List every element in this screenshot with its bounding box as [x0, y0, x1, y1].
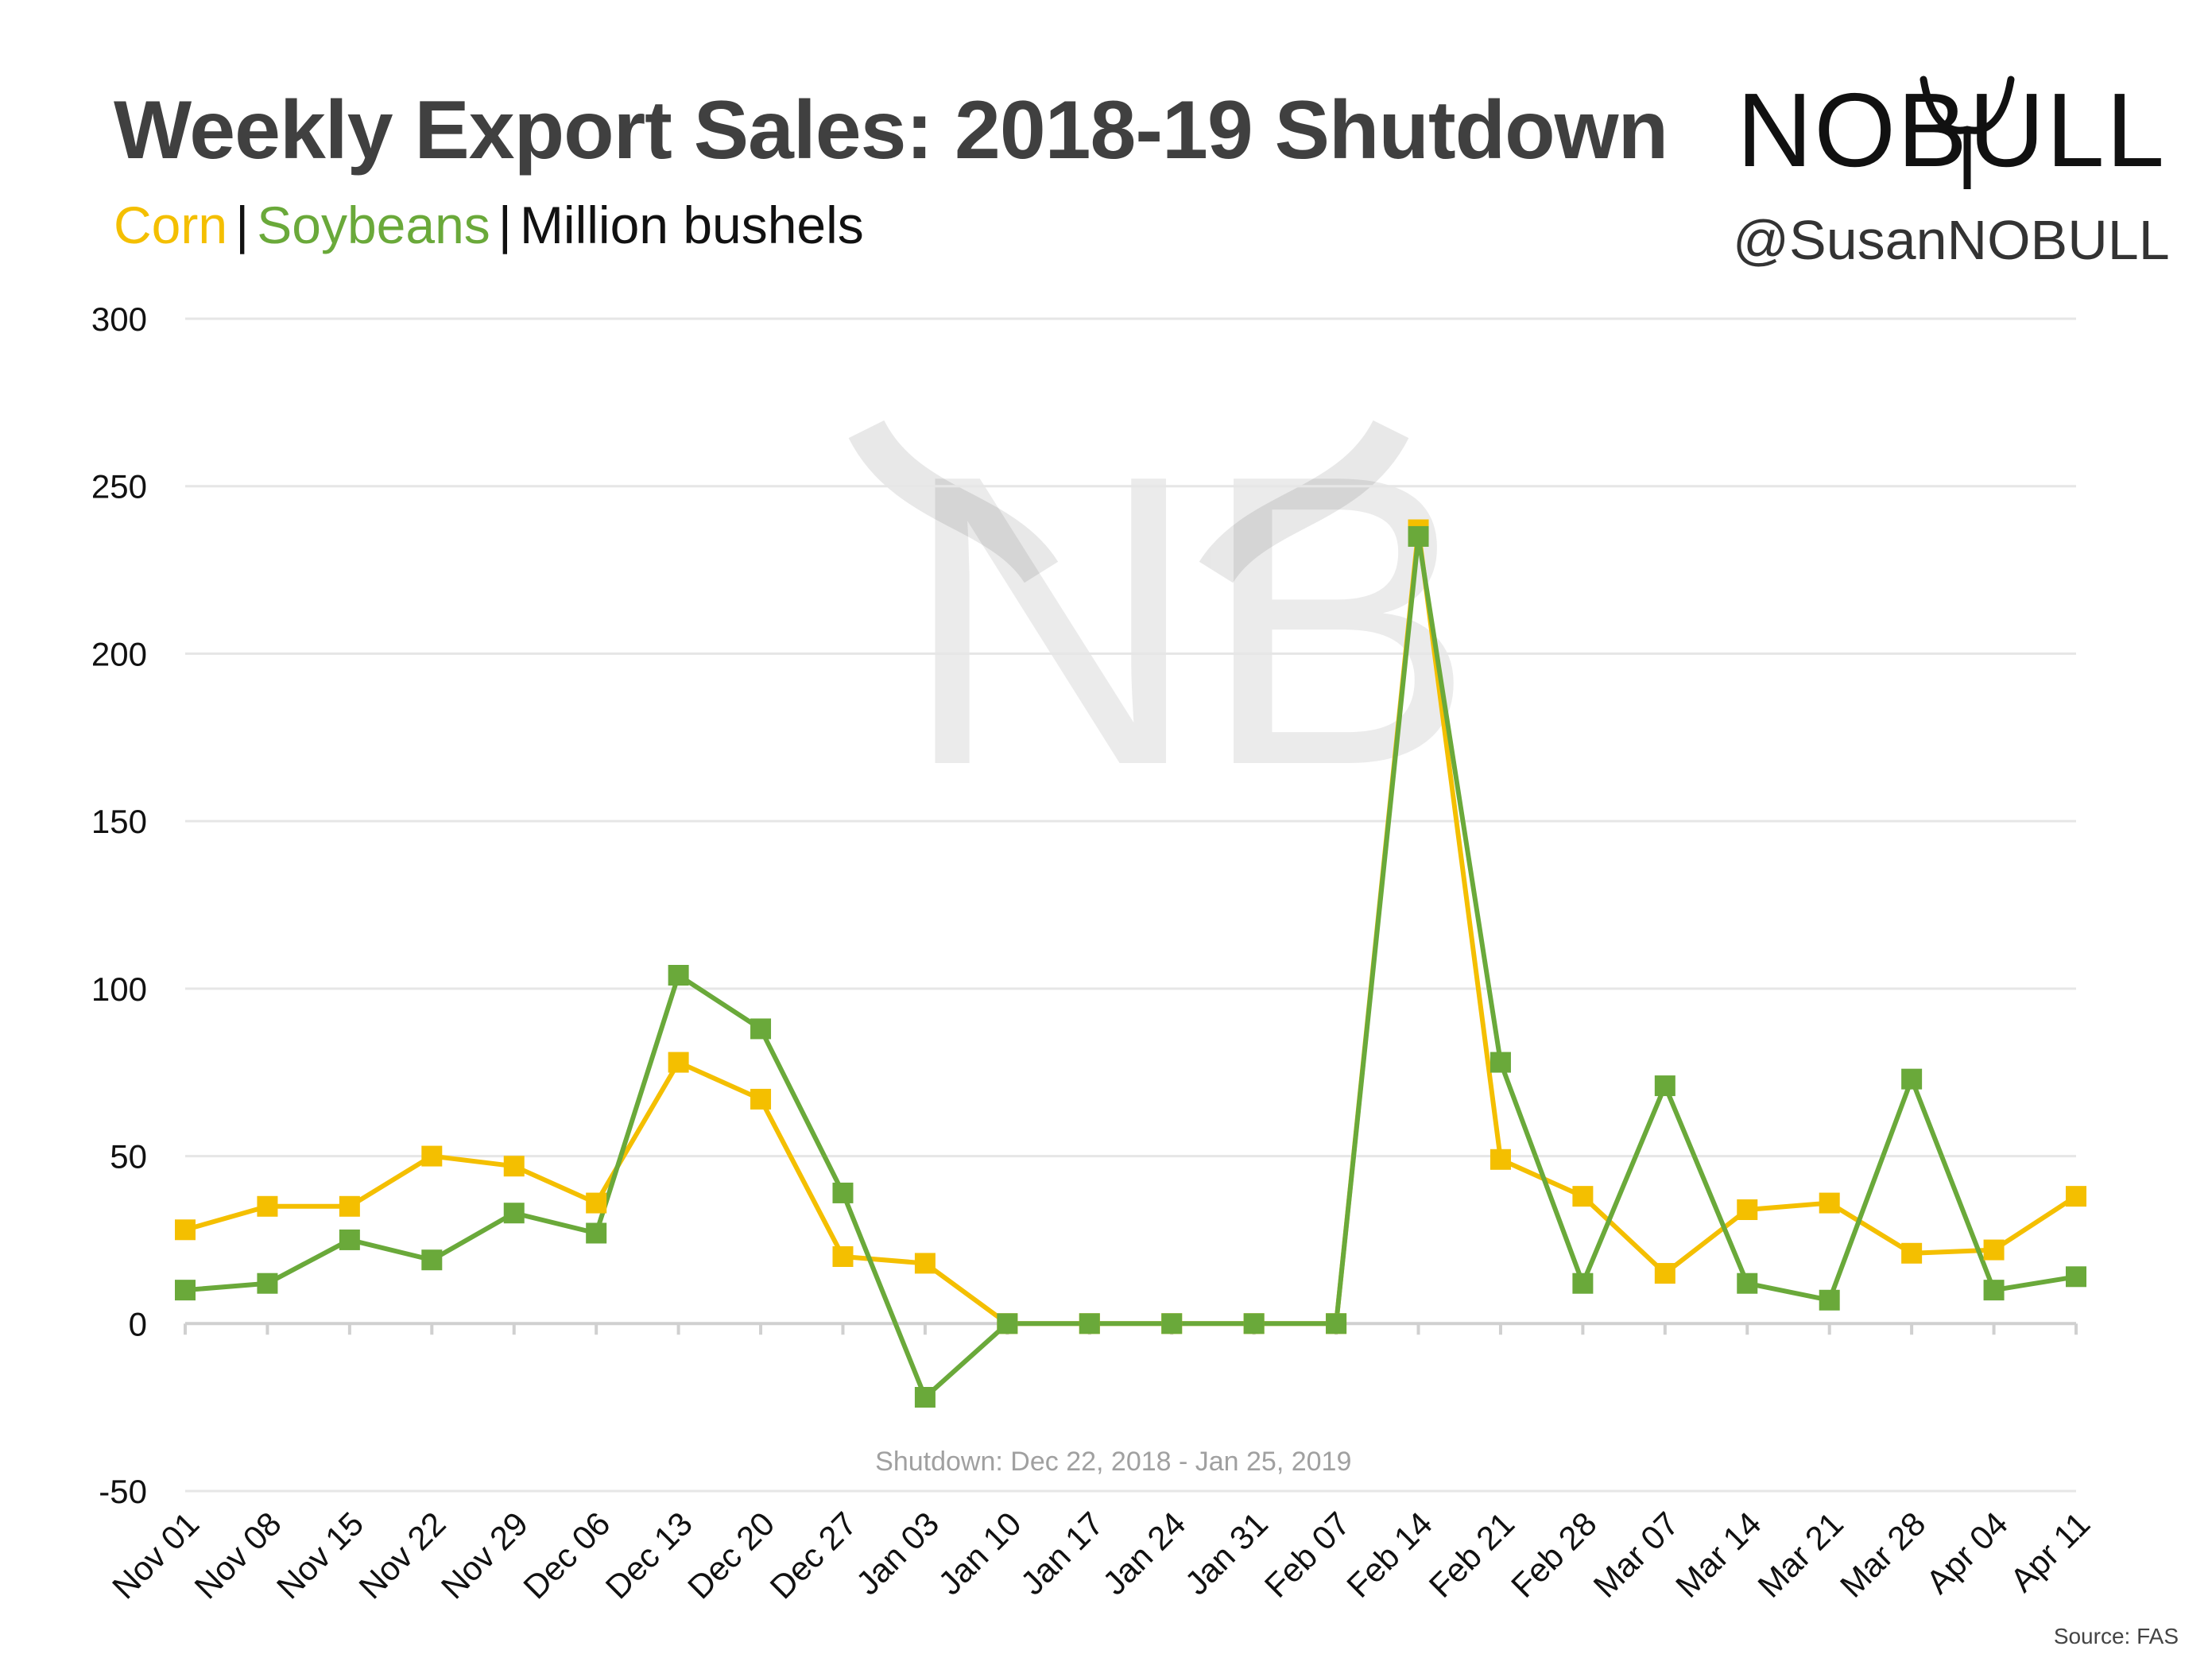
y-tick-label: 150 — [91, 803, 147, 840]
chart-subtitle: Corn | Soybeans | Million bushels — [114, 195, 864, 255]
data-point-corn — [257, 1195, 278, 1217]
y-tick-label: 100 — [91, 970, 147, 1008]
x-tick-label: Feb 21 — [1422, 1505, 1522, 1605]
data-point-corn — [339, 1195, 360, 1217]
x-tick-label: Mar 14 — [1668, 1505, 1768, 1605]
legend-soybeans: Soybeans — [257, 196, 490, 254]
x-tick-label: Apr 04 — [1919, 1505, 2015, 1601]
x-tick-label: Nov 08 — [187, 1505, 288, 1606]
data-point-corn — [1737, 1199, 1758, 1220]
data-point-corn — [1901, 1242, 1923, 1264]
y-tick-label: -50 — [99, 1473, 147, 1510]
x-tick-label: Apr 11 — [2003, 1505, 2098, 1599]
data-point-soybeans — [1161, 1313, 1183, 1334]
data-point-soybeans — [339, 1229, 360, 1250]
data-point-soybeans — [1490, 1052, 1511, 1073]
data-point-corn — [832, 1246, 854, 1267]
data-point-soybeans — [1243, 1313, 1265, 1334]
twitter-handle: @SusanNOBULL — [1733, 209, 2170, 271]
data-point-corn — [1490, 1149, 1511, 1170]
data-point-corn — [503, 1156, 525, 1177]
x-tick-label: Mar 21 — [1750, 1505, 1850, 1605]
data-point-corn — [1819, 1192, 1840, 1214]
x-tick-label: Nov 29 — [434, 1505, 535, 1606]
data-point-corn — [175, 1219, 196, 1241]
data-point-corn — [914, 1253, 936, 1274]
data-point-corn — [668, 1052, 689, 1073]
x-tick-label: Jan 03 — [849, 1505, 946, 1602]
data-point-soybeans — [668, 965, 689, 986]
data-point-soybeans — [914, 1387, 936, 1408]
data-point-corn — [421, 1145, 443, 1167]
data-point-soybeans — [1079, 1313, 1100, 1334]
x-tick-label: Mar 28 — [1833, 1505, 1933, 1605]
data-point-soybeans — [832, 1182, 854, 1203]
watermark — [848, 419, 1409, 584]
x-tick-label: Dec 06 — [516, 1505, 617, 1606]
data-point-soybeans — [2066, 1266, 2086, 1288]
x-tick-label: Dec 13 — [599, 1505, 699, 1606]
data-point-soybeans — [257, 1272, 278, 1294]
x-tick-label: Feb 14 — [1339, 1505, 1439, 1605]
x-tick-label: Mar 07 — [1586, 1505, 1687, 1605]
data-point-corn — [1654, 1263, 1675, 1284]
data-point-soybeans — [1572, 1272, 1594, 1294]
chart-title: Weekly Export Sales: 2018-19 Shutdown — [114, 84, 1668, 176]
data-point-soybeans — [586, 1222, 607, 1244]
data-point-soybeans — [421, 1249, 443, 1271]
data-point-soybeans — [1737, 1272, 1758, 1294]
shutdown-annotation: Shutdown: Dec 22, 2018 - Jan 25, 2019 — [875, 1447, 1351, 1477]
subtitle-separator: | — [235, 196, 250, 254]
legend-corn: Corn — [114, 196, 228, 254]
y-tick-label: 0 — [129, 1305, 147, 1342]
watermark-text: NB — [901, 389, 1475, 851]
data-point-soybeans — [1326, 1313, 1347, 1334]
unit-label: Million bushels — [519, 196, 864, 254]
x-tick-label: Dec 27 — [763, 1505, 864, 1606]
x-tick-label: Nov 01 — [105, 1505, 206, 1606]
data-point-corn — [750, 1088, 772, 1110]
y-tick-label: 50 — [110, 1138, 147, 1176]
x-tick-label: Nov 15 — [269, 1505, 370, 1606]
data-point-soybeans — [503, 1203, 525, 1224]
subtitle-separator: | — [498, 196, 512, 254]
data-point-soybeans — [1819, 1289, 1840, 1311]
x-tick-label: Nov 22 — [351, 1505, 452, 1606]
x-tick-label: Jan 24 — [1095, 1505, 1192, 1602]
data-point-corn — [1572, 1186, 1594, 1207]
data-point-soybeans — [997, 1313, 1018, 1334]
x-tick-label: Feb 07 — [1257, 1505, 1358, 1605]
x-tick-label: Jan 17 — [1013, 1505, 1110, 1602]
data-point-soybeans — [1983, 1280, 2005, 1301]
y-tick-label: 200 — [91, 635, 147, 672]
x-tick-label: Feb 28 — [1504, 1505, 1604, 1605]
y-tick-label: 300 — [91, 300, 147, 338]
source-note: Source: FAS — [2053, 1624, 2179, 1648]
data-point-soybeans — [175, 1280, 196, 1301]
data-point-soybeans — [750, 1018, 772, 1040]
data-point-soybeans — [1901, 1068, 1923, 1090]
x-tick-label: Dec 20 — [680, 1505, 781, 1606]
data-point-corn — [586, 1192, 607, 1214]
x-tick-label: Jan 31 — [1178, 1505, 1275, 1602]
data-point-corn — [1983, 1239, 2005, 1261]
bull-horns-icon — [1920, 76, 2015, 189]
data-point-corn — [2066, 1186, 2086, 1207]
data-point-soybeans — [1408, 525, 1429, 547]
series-line-soybeans — [184, 533, 2077, 1400]
data-point-soybeans — [1654, 1075, 1675, 1097]
x-tick-label: Jan 10 — [931, 1505, 1028, 1602]
y-tick-label: 250 — [91, 468, 147, 505]
